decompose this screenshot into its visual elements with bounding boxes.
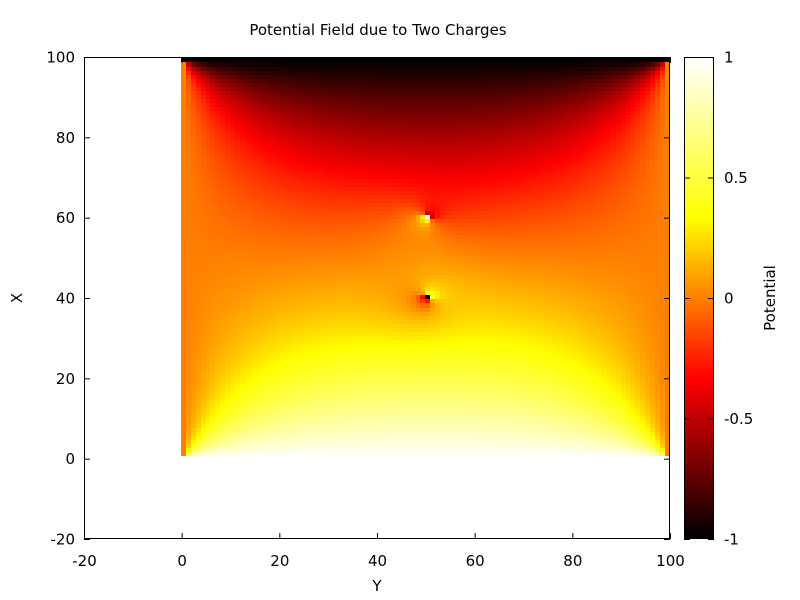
colorbar-tick-label: 1 [724,49,734,67]
y-tick-label: 100 [46,49,75,67]
colorbar-tick-label: 0.5 [724,169,748,187]
plot-border [84,57,670,539]
x-axis-ticks: -20 0 20 40 60 80 100 [72,57,685,570]
x-tick-label: 60 [466,552,485,570]
y-tick-label: 40 [56,290,75,308]
chart-title: Potential Field due to Two Charges [249,21,506,39]
x-tick-label: 0 [177,552,187,570]
y-axis-ticks: -20 0 20 40 60 80 100 [46,49,670,549]
colorbar-tick-label: -0.5 [724,410,753,428]
colorbar-ticks: 1 0.5 0 -0.5 -1 [684,49,753,549]
x-tick-label: 80 [563,552,582,570]
y-tick-label: 60 [56,209,75,227]
x-tick-label: -20 [72,552,97,570]
x-axis-label: Y [371,577,382,595]
x-tick-label: 100 [656,552,685,570]
heatmap-image [84,57,670,539]
y-tick-label: 80 [56,129,75,147]
y-axis-label: X [8,293,26,303]
y-tick-label: -20 [51,531,76,549]
colorbar-label: Potential [761,265,779,331]
colorbar-tick-label: -1 [724,531,739,549]
y-tick-label: 0 [65,450,75,468]
x-tick-label: 40 [368,552,387,570]
x-tick-label: 20 [270,552,289,570]
y-tick-label: 20 [56,370,75,388]
colorbar-tick-label: 0 [724,290,734,308]
